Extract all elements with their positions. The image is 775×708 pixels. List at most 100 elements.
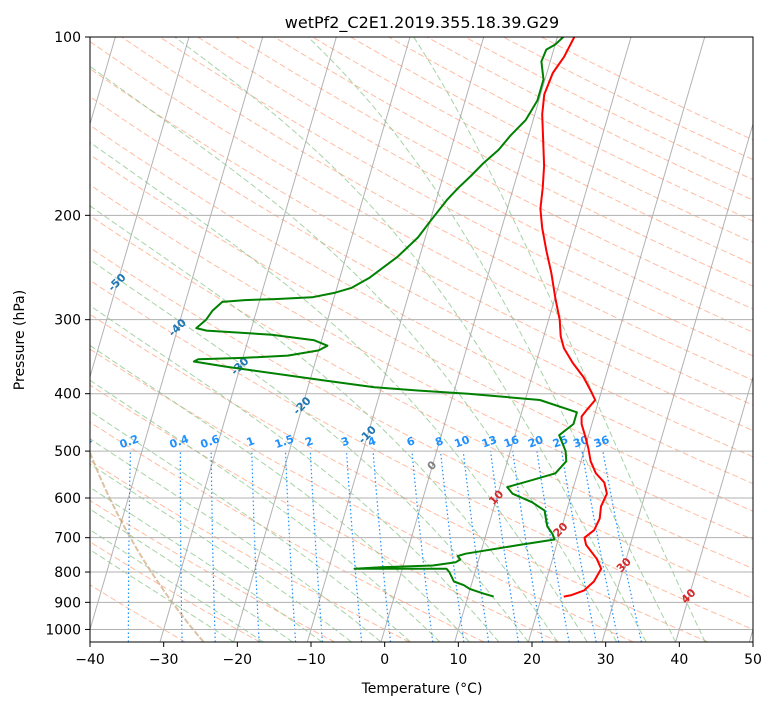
isotherm-label: 10	[486, 487, 506, 507]
mixing-ratio-label: 4	[366, 434, 378, 449]
dry-adiabat	[541, 37, 753, 141]
y-tick-label: 300	[54, 313, 81, 329]
dry-adiabat	[90, 460, 410, 642]
temperature-line	[539, 37, 608, 598]
dry-adiabat	[90, 584, 186, 642]
isotherm-label: -20	[290, 394, 313, 417]
x-tick-label: −10	[296, 652, 326, 668]
mixing-ratio-labels: 0.1 0.2 0.4 0.6 1 1.5 2 3 4 6 8 10 13 16 20 25 30 36	[71, 432, 611, 451]
x-tick-label: −20	[223, 652, 253, 668]
dry-adiabat	[90, 124, 753, 485]
dry-adiabat	[90, 279, 753, 630]
dry-adiabat	[273, 37, 753, 287]
dry-adiabat	[90, 247, 753, 600]
moist-adiabat	[90, 549, 234, 642]
x-axis: −40 −30 −20 −10 0 10 20 30 40 50	[75, 642, 762, 668]
chart-title: wetPf2_C2E1.2019.355.18.39.G29	[285, 13, 559, 33]
plot-area: -100-90-80-70-60-50-40-30-20-10010203040…	[0, 37, 753, 642]
x-axis-title: Temperature (°C)	[361, 681, 483, 697]
moist-adiabat	[90, 486, 323, 642]
moist-adiabat	[90, 438, 382, 642]
y-tick-label: 1000	[45, 622, 81, 638]
mixing-ratio-label: 8	[434, 434, 446, 449]
mixing-ratio-line	[581, 450, 620, 642]
mixing-ratio-line	[411, 451, 434, 642]
mixing-ratio-label: 0.1	[71, 432, 94, 451]
mixing-ratio-line	[561, 451, 597, 642]
mixing-ratio-label: 6	[405, 434, 417, 449]
moist-adiabat	[90, 463, 352, 642]
moist-adiabat	[90, 529, 264, 642]
dry-adiabat	[464, 37, 753, 181]
dry-adiabat	[90, 154, 753, 512]
dry-adiabat	[90, 499, 335, 642]
isotherm-label: -70	[0, 169, 11, 192]
mixing-ratio-label: 16	[502, 433, 521, 451]
mixing-ratio-line	[309, 451, 323, 642]
dry-adiabat	[90, 348, 634, 642]
y-tick-label: 500	[54, 444, 81, 460]
dry-adiabat	[197, 37, 753, 333]
isotherm-line	[454, 37, 632, 642]
dry-adiabat	[90, 313, 709, 642]
mixing-ratio-label: 0.4	[168, 432, 191, 451]
x-tick-label: 0	[380, 652, 389, 668]
x-tick-label: 10	[449, 652, 467, 668]
dry-adiabat	[90, 96, 753, 458]
x-tick-label: 20	[523, 652, 541, 668]
isotherm-label: 40	[679, 586, 699, 606]
dry-adiabat-lines	[90, 37, 753, 642]
mixing-ratio-label: 0.6	[199, 432, 222, 451]
y-tick-label: 900	[54, 595, 81, 611]
dry-adiabat	[350, 37, 753, 243]
mixing-ratio-label: 20	[526, 433, 545, 451]
y-axis-title: Pressure (hPa)	[12, 290, 28, 390]
mixing-ratio-label: 0.2	[118, 432, 141, 451]
y-tick-label: 400	[54, 387, 81, 403]
moist-adiabat	[90, 508, 293, 642]
isotherm-line	[233, 37, 411, 642]
moist-adiabat	[174, 37, 647, 642]
mixing-ratio-line	[536, 451, 570, 642]
moist-adiabat	[307, 37, 677, 642]
mixing-ratio-line	[210, 451, 216, 642]
dry-adiabat	[159, 37, 753, 357]
moist-adiabat	[90, 141, 588, 642]
dewpoint-line	[192, 37, 578, 598]
moist-adiabat	[90, 305, 500, 642]
mixing-ratio-label: 10	[453, 433, 472, 451]
mixing-ratio-line	[251, 451, 260, 642]
mixing-ratio-line	[127, 451, 131, 642]
mixing-ratio-label: 2	[303, 434, 315, 449]
x-tick-label: 50	[744, 652, 762, 668]
saturation-curve	[90, 449, 205, 642]
mixing-ratio-label: 25	[551, 433, 570, 450]
isotherm-line	[90, 37, 264, 632]
mixing-ratio-line	[439, 451, 465, 642]
mixing-ratio-label: 13	[480, 433, 499, 450]
mixing-ratio-line	[602, 450, 643, 642]
moist-adiabat	[90, 379, 441, 642]
sounding-profiles	[192, 37, 608, 598]
y-tick-label: 600	[54, 491, 81, 507]
isotherm-line	[306, 37, 485, 642]
isotherm-lines	[90, 37, 753, 642]
mixing-ratio-line	[345, 451, 363, 642]
mixing-ratio-lines	[127, 450, 643, 642]
dry-adiabat	[90, 68, 753, 432]
y-axis: 100 200 300 400 500 600 700 800 900 1000	[45, 30, 90, 638]
isotherm-line	[380, 37, 558, 642]
dry-adiabat	[235, 37, 753, 310]
x-tick-label: 40	[670, 652, 688, 668]
dry-adiabat	[90, 40, 753, 406]
x-tick-label: −30	[149, 652, 179, 668]
dry-adiabat	[90, 215, 753, 570]
mixing-ratio-line	[490, 451, 520, 642]
isotherm-line	[90, 37, 190, 379]
saturation-line	[90, 449, 205, 642]
isotherm-label: 0	[425, 458, 440, 473]
x-tick-label: −40	[75, 652, 105, 668]
mixing-ratio-line	[372, 451, 392, 642]
dry-adiabat	[90, 421, 485, 642]
